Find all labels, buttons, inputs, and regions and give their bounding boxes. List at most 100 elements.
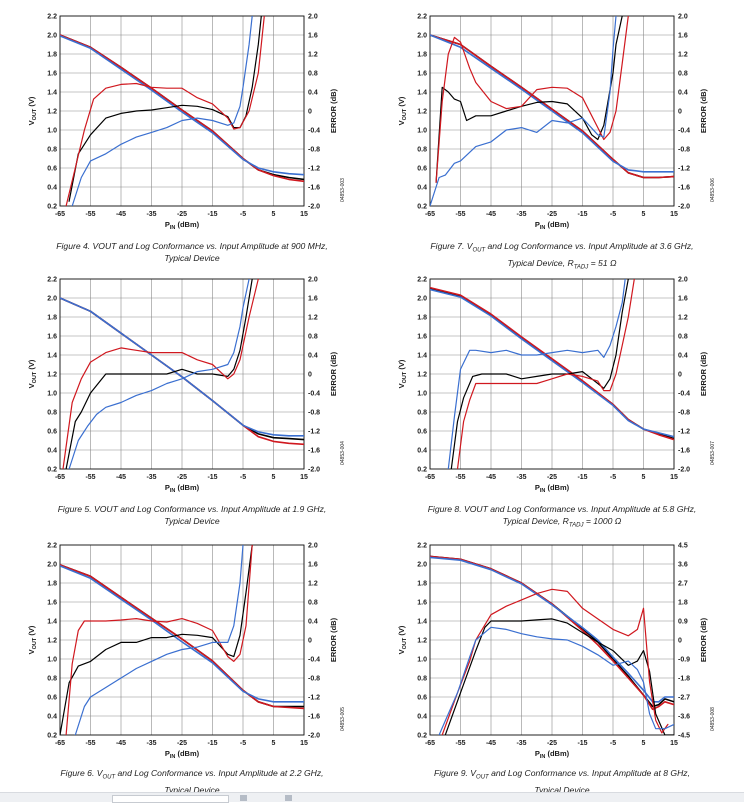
y-tick-label: 0.2	[417, 733, 427, 740]
x-tick-label: -15	[577, 740, 587, 747]
x-tick-label: 5	[272, 211, 276, 218]
y2-tick-label: 0.8	[678, 71, 688, 78]
y-axis-label: VOUT (V)	[27, 625, 38, 654]
y2-tick-label: 0.9	[678, 619, 688, 626]
caption-fig6-line1-b: and Log Conformance vs. Input Amplitude …	[115, 768, 323, 778]
caption-fig9-line1: Figure 9. VOUT and Log Conformance vs. I…	[382, 767, 742, 784]
y2-tick-label: 0	[308, 109, 312, 116]
y2-tick-label: 2.0	[308, 277, 318, 284]
y2-axis-label: ERROR (dB)	[699, 617, 708, 662]
y-tick-label: 2.0	[417, 33, 427, 40]
y2-tick-label: -0.4	[308, 391, 320, 398]
chart-panel-fig8: -65 -55 -45 -35 -25 -15 -5 5 15 0.2 0.4 0.6 0.8 1.0 1.…	[382, 271, 742, 533]
y-axis-label: VOUT (V)	[397, 625, 408, 654]
y-tick-label: 1.0	[47, 391, 57, 398]
x-tick-label: -15	[207, 211, 217, 218]
x-tick-label: -35	[516, 474, 526, 481]
y-tick-label: 0.4	[417, 448, 427, 455]
y-tick-label: 1.6	[47, 600, 57, 607]
caption-fig7-line1: Figure 7. VOUT and Log Conformance vs. I…	[382, 240, 742, 257]
caption-fig8-line2-sub: TADJ	[569, 523, 584, 529]
y-tick-label: 2.2	[47, 14, 57, 21]
y2-tick-label: -1.6	[308, 185, 320, 192]
caption-fig7-line1-b: and Log Conformance vs. Input Amplitude …	[485, 241, 693, 251]
x-tick-label: -65	[55, 474, 65, 481]
y2-tick-label: -0.4	[678, 391, 690, 398]
y-tick-label: 2.0	[47, 296, 57, 303]
y2-tick-label: 1.2	[308, 315, 318, 322]
error-line-blue	[439, 627, 674, 735]
x-tick-label: -35	[146, 211, 156, 218]
figure-code: 04853-003	[340, 178, 346, 202]
y-tick-label: 1.4	[417, 353, 427, 360]
caption-fig6-line1-sub: OUT	[102, 775, 115, 781]
caption-fig8-line2-b: = 1000 Ω	[583, 516, 621, 526]
x-tick-label: -5	[240, 474, 246, 481]
y-axis-label: VOUT (V)	[27, 96, 38, 125]
y-tick-label: 0.6	[417, 166, 427, 173]
y2-tick-label: -1.6	[678, 448, 690, 455]
y-tick-label: 1.0	[47, 128, 57, 135]
y2-tick-label: 1.8	[678, 600, 688, 607]
y-axis-label: VOUT (V)	[397, 96, 408, 125]
x-tick-label: -55	[85, 474, 95, 481]
caption-fig6-line1: Figure 6. VOUT and Log Conformance vs. I…	[12, 767, 372, 784]
caption-fig5-line1: Figure 5. VOUT and Log Conformance vs. I…	[12, 503, 372, 515]
y-tick-label: 0.8	[417, 676, 427, 683]
y2-tick-label: -1.2	[678, 166, 690, 173]
y-tick-label: 1.4	[47, 353, 57, 360]
y-tick-label: 0.8	[47, 410, 57, 417]
y-tick-label: 2.0	[47, 562, 57, 569]
x-tick-label: -45	[486, 474, 496, 481]
y-tick-label: 1.6	[417, 71, 427, 78]
y-tick-label: 0.6	[47, 429, 57, 436]
y2-tick-label: -0.8	[308, 676, 320, 683]
x-tick-label: -35	[516, 211, 526, 218]
y2-tick-label: 0	[678, 372, 682, 379]
y2-tick-label: -2.0	[678, 204, 690, 211]
page-input[interactable]	[112, 795, 229, 803]
y2-tick-label: 0.4	[308, 353, 318, 360]
toolbar-icon[interactable]	[240, 795, 247, 801]
x-tick-label: -25	[547, 474, 557, 481]
chart-fig7: -65 -55 -45 -35 -25 -15 -5 5 150.20.40.60.81.01.…	[382, 8, 742, 238]
y2-tick-label: -1.2	[308, 695, 320, 702]
chart-fig6: -65 -55 -45 -35 -25 -15 -5 5 150.20.40.60.81.01.…	[12, 537, 372, 767]
x-tick-label: -5	[610, 474, 616, 481]
x-tick-label: -55	[455, 474, 465, 481]
x-tick-label: -5	[610, 740, 616, 747]
figure-code: 04853-007	[710, 441, 716, 465]
caption-fig9-line1-a: Figure 9. V	[434, 768, 476, 778]
y2-tick-label: 0	[308, 372, 312, 379]
x-tick-label: -45	[486, 211, 496, 218]
y2-tick-label: 0.8	[308, 71, 318, 78]
x-tick-label: 5	[642, 211, 646, 218]
caption-fig9-line1-sub: OUT	[476, 775, 489, 781]
x-tick-label: 15	[670, 211, 678, 218]
y-axis-label: VOUT (V)	[397, 359, 408, 388]
caption-fig8-line2: Typical Device, RTADJ = 1000 Ω	[382, 515, 742, 532]
x-tick-label: 15	[670, 740, 678, 747]
y2-axis-label: ERROR (dB)	[329, 617, 338, 662]
y-tick-label: 1.2	[417, 109, 427, 116]
y2-tick-label: 1.2	[678, 315, 688, 322]
x-tick-label: -35	[516, 740, 526, 747]
y2-tick-label: -0.4	[308, 128, 320, 135]
y2-tick-label: -0.8	[308, 410, 320, 417]
y-tick-label: 1.6	[47, 71, 57, 78]
y-tick-label: 1.6	[417, 334, 427, 341]
toolbar-icon[interactable]	[285, 795, 292, 801]
caption-fig7-line2-a: Typical Device, R	[507, 258, 573, 268]
y-tick-label: 1.4	[47, 619, 57, 626]
chart-fig8: -65 -55 -45 -35 -25 -15 -5 5 150.20.40.60.81.01.…	[382, 271, 742, 501]
y2-tick-label: 1.6	[308, 33, 318, 40]
y2-tick-label: 3.6	[678, 562, 688, 569]
x-axis-label: PIN (dBm)	[165, 749, 200, 760]
y2-tick-label: 2.7	[678, 581, 688, 588]
y-tick-label: 0.2	[47, 733, 57, 740]
y2-tick-label: 2.0	[678, 277, 688, 284]
y2-tick-label: 1.6	[678, 33, 688, 40]
y-tick-label: 2.2	[47, 277, 57, 284]
x-tick-label: -55	[85, 740, 95, 747]
y-tick-label: 0.8	[417, 410, 427, 417]
